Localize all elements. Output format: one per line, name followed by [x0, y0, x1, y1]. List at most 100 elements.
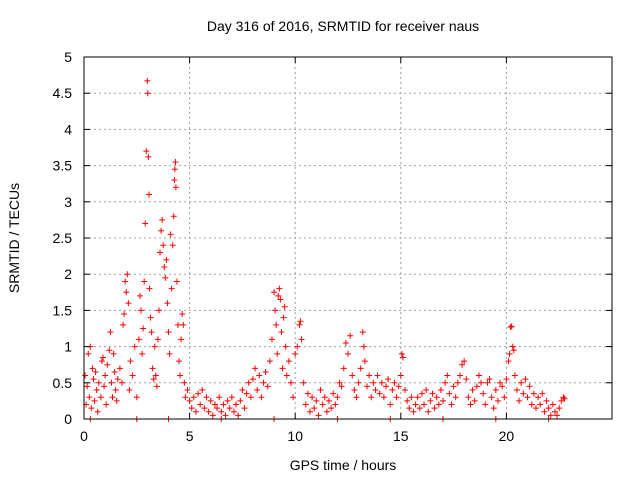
data-point — [218, 408, 225, 415]
data-point — [404, 397, 411, 404]
data-point — [361, 358, 368, 365]
grid — [84, 57, 612, 419]
data-point — [309, 394, 316, 401]
data-point — [274, 350, 281, 357]
data-point — [488, 394, 495, 401]
y-axis-ticks: 0 0.5 1 1.5 2 2.5 3 3.5 4 4.5 5 — [53, 49, 612, 427]
data-point — [484, 379, 491, 386]
data-point — [182, 394, 189, 401]
data-point — [154, 336, 161, 343]
data-point — [456, 372, 463, 379]
data-point — [192, 408, 199, 415]
data-point — [126, 387, 133, 394]
data-point — [518, 379, 525, 386]
data-point — [184, 387, 191, 394]
data-point — [387, 401, 394, 408]
data-point — [171, 166, 178, 173]
data-point — [150, 376, 157, 383]
data-point — [133, 394, 140, 401]
data-point — [296, 321, 303, 328]
y-tick-label: 4 — [64, 121, 72, 137]
data-point — [173, 278, 180, 285]
data-point — [471, 397, 478, 404]
data-point — [421, 401, 428, 408]
data-point — [205, 408, 212, 415]
data-point — [151, 343, 158, 350]
data-point — [252, 365, 259, 372]
data-point — [311, 405, 318, 412]
data-point — [146, 285, 153, 292]
data-point — [537, 401, 544, 408]
data-point — [180, 321, 187, 328]
data-point — [203, 394, 210, 401]
data-point — [190, 394, 197, 401]
data-point — [273, 321, 280, 328]
data-point — [162, 274, 169, 281]
data-point — [161, 263, 168, 270]
data-point — [372, 387, 379, 394]
data-point — [321, 394, 328, 401]
data-point — [547, 412, 554, 419]
data-point — [351, 387, 358, 394]
data-point — [332, 401, 339, 408]
data-point — [328, 405, 335, 412]
data-point — [266, 358, 273, 365]
y-tick-label: 0.5 — [53, 375, 73, 391]
data-point — [90, 376, 97, 383]
data-point — [207, 397, 214, 404]
data-point — [104, 361, 111, 368]
data-point — [85, 350, 92, 357]
data-point — [397, 372, 404, 379]
data-point — [467, 401, 474, 408]
data-point — [302, 401, 309, 408]
data-point — [168, 285, 175, 292]
data-point — [91, 397, 98, 404]
data-point — [282, 343, 289, 350]
data-point — [448, 401, 455, 408]
data-point — [112, 387, 119, 394]
data-point — [513, 387, 520, 394]
data-point — [554, 412, 561, 419]
x-tick-label: 5 — [186, 428, 194, 444]
data-point — [556, 405, 563, 412]
data-point — [158, 227, 165, 234]
data-point — [145, 153, 152, 160]
data-point — [490, 405, 497, 412]
data-point — [353, 394, 360, 401]
data-point — [179, 311, 186, 318]
data-point — [277, 296, 284, 303]
data-point — [461, 358, 468, 365]
data-point — [317, 387, 324, 394]
x-axis-label: GPS time / hours — [290, 457, 397, 473]
data-point — [323, 408, 330, 415]
data-point — [338, 383, 345, 390]
y-tick-label: 1.5 — [53, 302, 73, 318]
data-point — [364, 383, 371, 390]
data-point — [107, 329, 114, 336]
data-point — [174, 321, 181, 328]
data-point — [294, 343, 301, 350]
x-tick-label: 0 — [80, 428, 88, 444]
data-point — [188, 405, 195, 412]
data-point — [276, 285, 283, 292]
data-point — [389, 387, 396, 394]
y-tick-label: 5 — [64, 49, 72, 65]
data-point — [290, 394, 297, 401]
data-point — [454, 379, 461, 386]
data-point — [211, 401, 218, 408]
data-point — [446, 390, 453, 397]
data-point — [433, 394, 440, 401]
data-point — [111, 368, 118, 375]
data-point — [427, 397, 434, 404]
data-point — [334, 394, 341, 401]
data-point — [383, 383, 390, 390]
data-point — [103, 401, 110, 408]
data-point — [82, 372, 89, 379]
data-point — [402, 387, 409, 394]
chart-title: Day 316 of 2016, SRMTID for receiver nau… — [207, 18, 479, 34]
data-point — [431, 405, 438, 412]
data-point — [315, 412, 322, 419]
data-point — [226, 405, 233, 412]
data-point — [124, 271, 131, 278]
data-point — [508, 323, 515, 330]
